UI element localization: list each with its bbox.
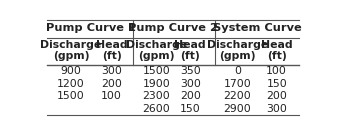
Text: 2600: 2600 bbox=[142, 104, 170, 114]
Text: Head
(ft): Head (ft) bbox=[96, 40, 127, 61]
Text: 900: 900 bbox=[61, 66, 81, 76]
Text: 300: 300 bbox=[180, 79, 201, 89]
Text: 1500: 1500 bbox=[142, 66, 170, 76]
Text: System Curve: System Curve bbox=[213, 23, 301, 33]
Text: 200: 200 bbox=[101, 79, 122, 89]
Text: 100: 100 bbox=[101, 92, 122, 101]
Text: 200: 200 bbox=[266, 92, 287, 101]
Text: 150: 150 bbox=[266, 79, 287, 89]
Text: Discharge
(gpm): Discharge (gpm) bbox=[207, 40, 268, 61]
Text: 1900: 1900 bbox=[142, 79, 170, 89]
Text: 2900: 2900 bbox=[223, 104, 251, 114]
Text: 0: 0 bbox=[234, 66, 241, 76]
Text: 1700: 1700 bbox=[223, 79, 251, 89]
Text: Head
(ft): Head (ft) bbox=[261, 40, 292, 61]
Text: 100: 100 bbox=[266, 66, 287, 76]
Text: 1500: 1500 bbox=[57, 92, 85, 101]
Text: 350: 350 bbox=[180, 66, 201, 76]
Text: 200: 200 bbox=[180, 92, 201, 101]
Text: Pump Curve 1: Pump Curve 1 bbox=[46, 23, 136, 33]
Text: 300: 300 bbox=[101, 66, 122, 76]
Text: Pump Curve 2: Pump Curve 2 bbox=[128, 23, 218, 33]
Text: Head
(ft): Head (ft) bbox=[174, 40, 206, 61]
Text: 2300: 2300 bbox=[142, 92, 170, 101]
Text: Discharge
(gpm): Discharge (gpm) bbox=[126, 40, 187, 61]
Text: 150: 150 bbox=[180, 104, 201, 114]
Text: 2200: 2200 bbox=[223, 92, 251, 101]
Text: Discharge
(gpm): Discharge (gpm) bbox=[41, 40, 102, 61]
Text: 1200: 1200 bbox=[57, 79, 85, 89]
Text: 300: 300 bbox=[266, 104, 287, 114]
